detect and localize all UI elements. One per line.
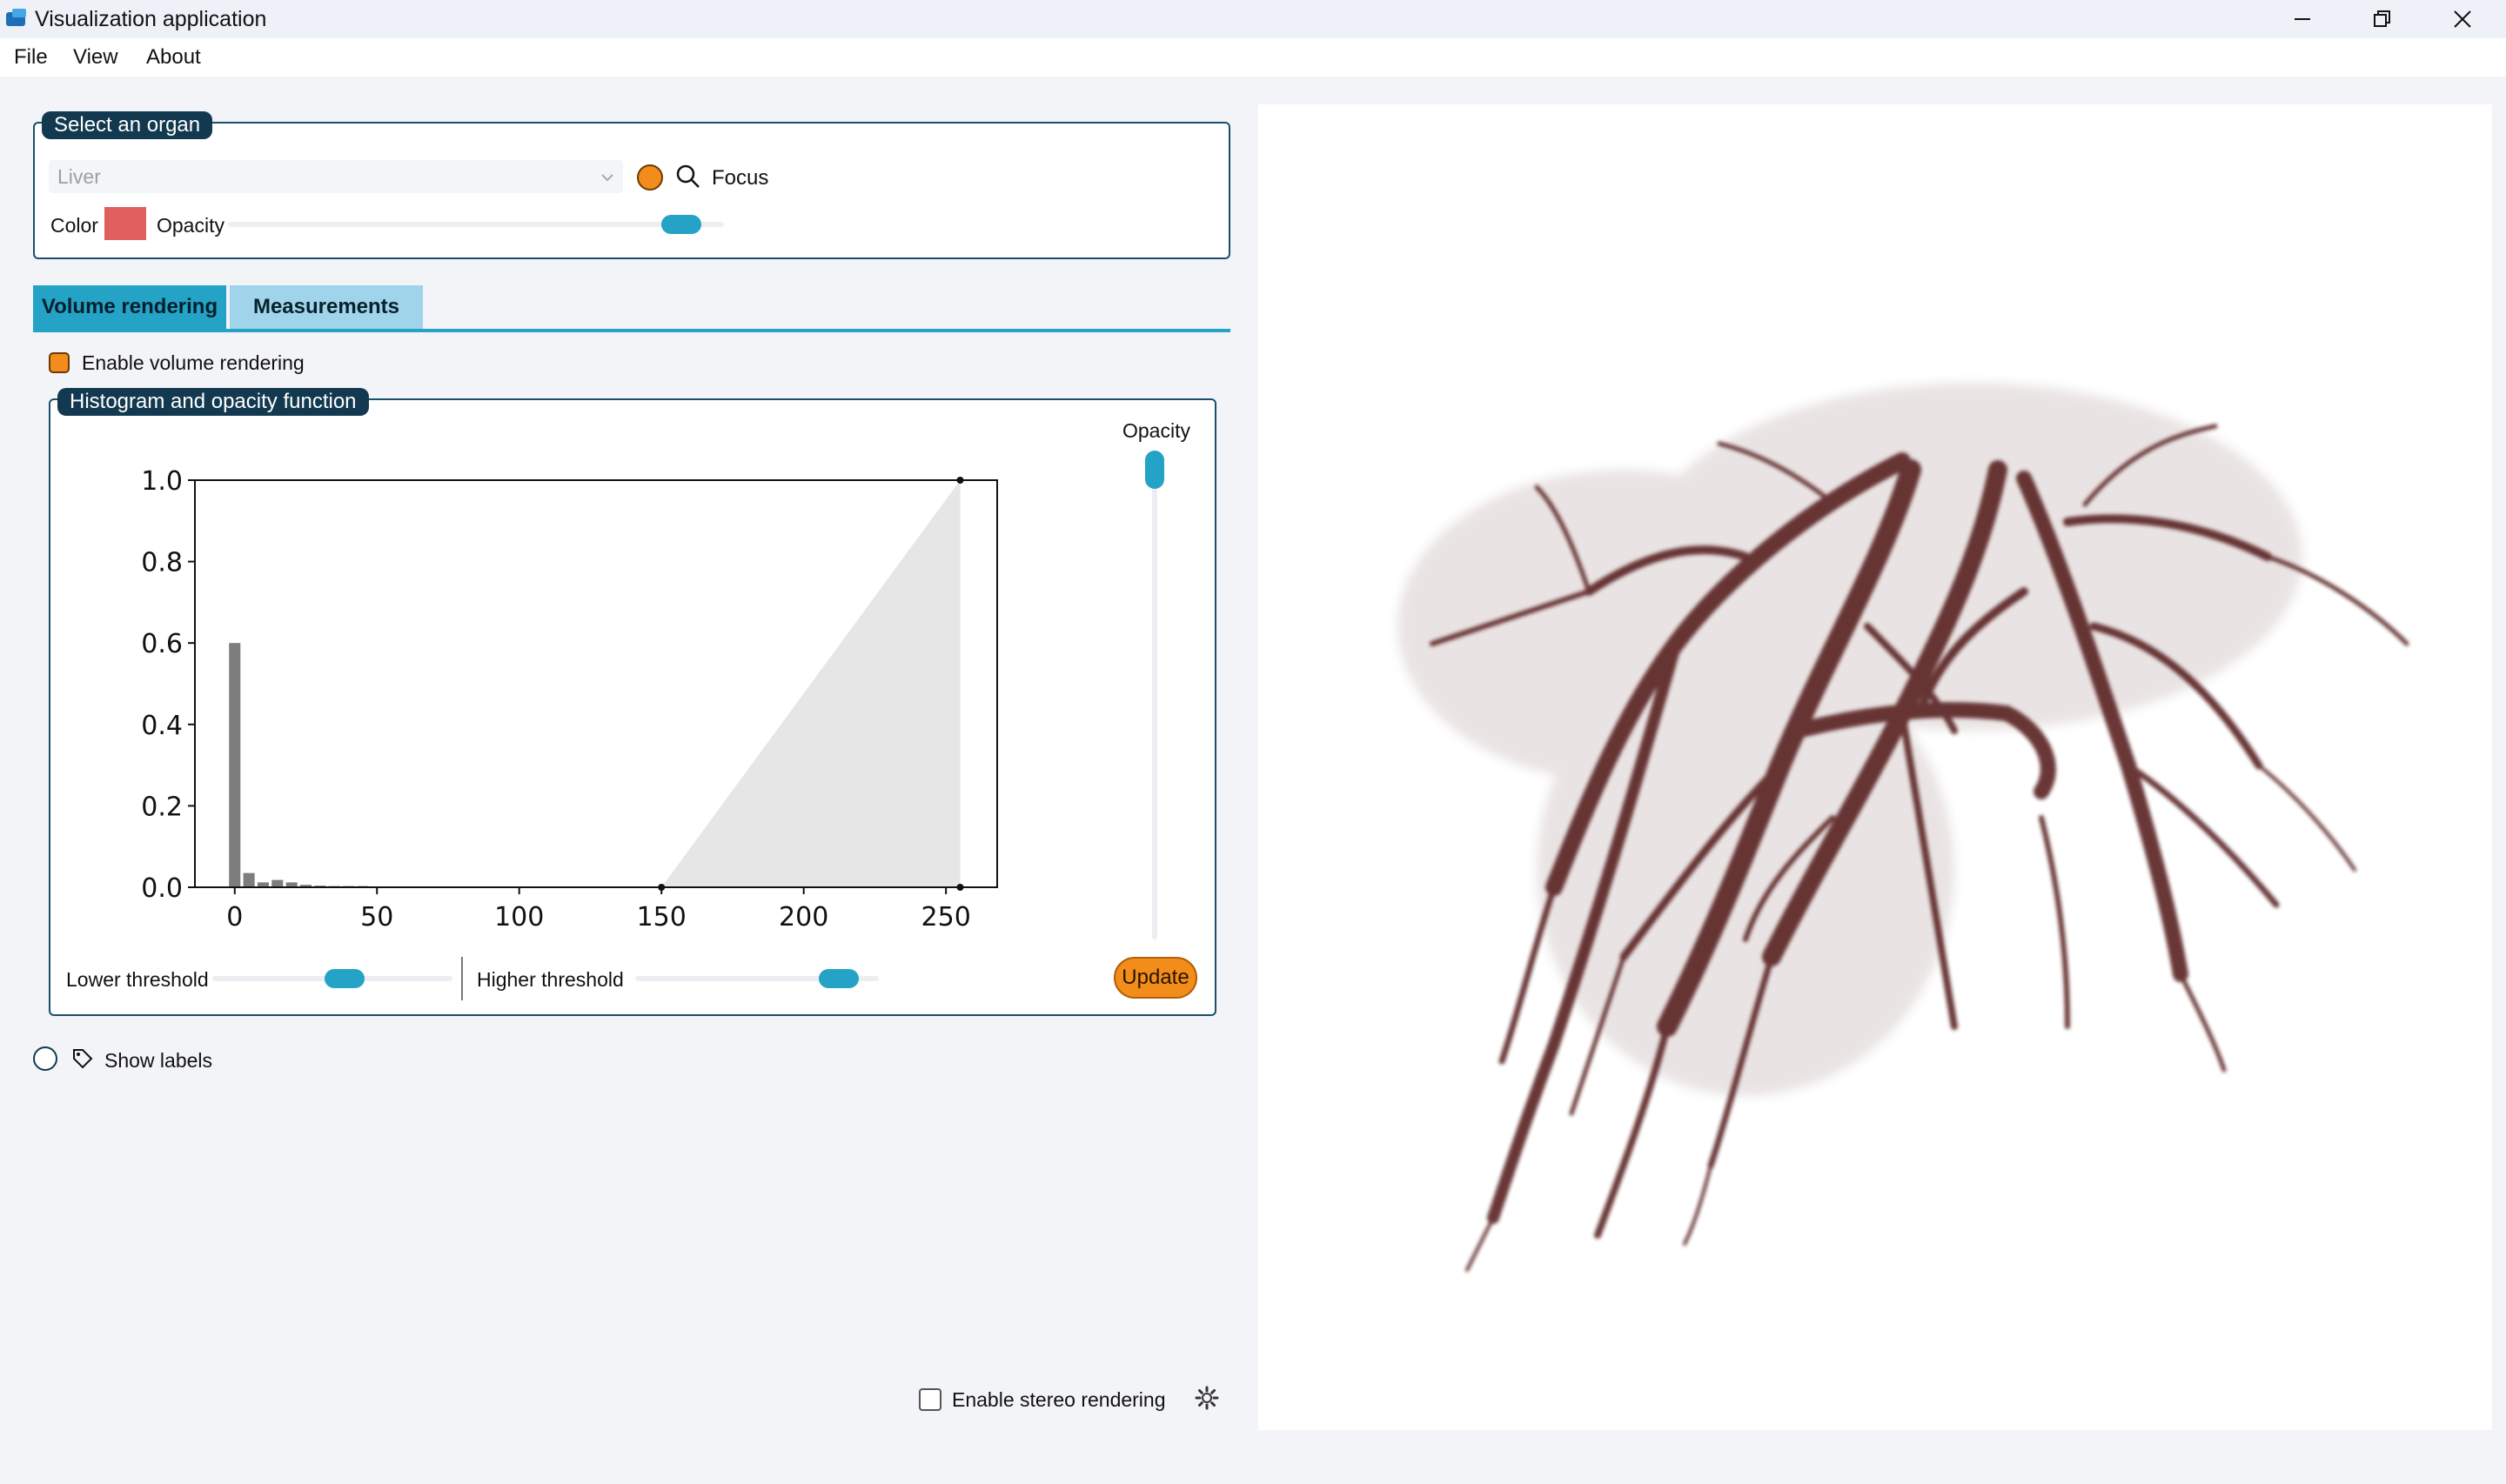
slider-handle[interactable] [661,215,701,234]
focus-button[interactable]: Focus [712,166,769,190]
tab-underline [33,329,1230,332]
render-view[interactable] [1258,104,2492,1430]
y-tick-label: 1.0 [141,466,183,497]
color-swatch[interactable] [104,207,146,240]
color-label: Color [50,214,98,237]
tab-volume-rendering[interactable]: Volume rendering [33,285,226,329]
organ-select[interactable]: Liver [49,160,623,193]
higher-threshold-label: Higher threshold [477,968,624,991]
slider-handle[interactable] [1145,451,1164,489]
slider-handle[interactable] [819,969,859,988]
histogram-bar [257,882,270,887]
minimize-button[interactable] [2262,0,2342,38]
search-icon[interactable] [675,164,701,190]
menu-view[interactable]: View [73,45,118,69]
enable-volume-rendering-checkbox[interactable] [49,352,70,373]
liver-vessels-render [1397,383,2409,1272]
show-labels-label: Show labels [104,1049,213,1072]
organ-group-title: Select an organ [42,111,213,139]
window-title: Visualization application [35,7,267,31]
slider-track [228,222,724,227]
x-tick-label: 250 [921,902,971,933]
tag-icon [73,1049,93,1069]
higher-threshold-slider[interactable] [635,969,879,988]
opacity-vertical-slider[interactable] [1142,451,1168,939]
histogram-group [49,398,1216,1016]
update-button[interactable]: Update [1114,957,1197,999]
opacity-function-area [661,480,961,887]
slider-track [1152,451,1157,939]
opacity-vertical-label: Opacity [1122,419,1190,442]
x-tick-label: 100 [494,902,544,933]
histogram-bar [271,879,284,887]
show-labels-toggle[interactable] [33,1046,57,1071]
histogram-bar [299,885,312,887]
close-icon [2454,10,2471,28]
stereo-rendering-label: Enable stereo rendering [952,1388,1166,1411]
y-tick-label: 0.6 [141,629,183,659]
restore-icon [2374,10,2390,27]
lower-threshold-slider[interactable] [212,969,452,988]
y-tick-label: 0.2 [141,792,183,822]
slider-handle[interactable] [325,969,365,988]
histogram-bar [229,643,241,887]
x-tick-label: 150 [637,902,687,933]
histogram-group-title: Histogram and opacity function [57,388,369,416]
tab-measurements[interactable]: Measurements [230,285,423,329]
organ-opacity-slider[interactable] [228,215,724,234]
app-icon [6,9,26,26]
title-bar [0,0,2506,38]
organ-visibility-toggle[interactable] [637,164,663,191]
menu-bar [0,38,2506,77]
y-tick-label: 0.4 [141,711,183,741]
gear-icon[interactable] [1194,1385,1220,1411]
histogram-chart: 0 50 100 150 200 250 0.0 0.2 0.4 0.6 0.8 1.0 [141,466,998,933]
divider [461,957,463,1000]
plot-frame [194,479,998,888]
y-tick-label: 0.0 [141,873,183,904]
enable-volume-rendering-label: Enable volume rendering [82,351,305,374]
x-tick-label: 200 [779,902,828,933]
lower-threshold-label: Lower threshold [66,968,209,991]
organ-select-value: Liver [57,165,101,188]
y-tick-label: 0.8 [141,548,183,578]
histogram-bar [285,882,298,887]
stereo-rendering-checkbox[interactable] [919,1388,941,1411]
menu-about[interactable]: About [146,45,201,69]
menu-file[interactable]: File [14,45,48,69]
slider-track [635,976,879,981]
minimize-icon [2295,18,2310,20]
x-tick-label: 0 [226,902,243,933]
histogram-bar [243,872,255,887]
opacity-label: Opacity [157,214,224,237]
close-button[interactable] [2422,0,2503,38]
chevron-down-icon [601,174,613,182]
x-tick-label: 50 [360,902,393,933]
restore-button[interactable] [2342,0,2422,38]
